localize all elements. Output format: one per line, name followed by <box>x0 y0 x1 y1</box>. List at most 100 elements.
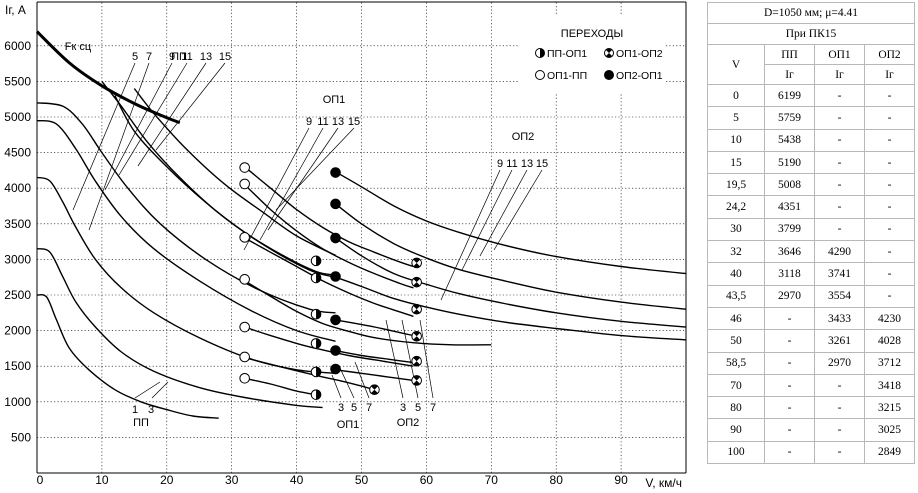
legend-marker-filled <box>604 70 614 80</box>
marker-circle <box>239 274 250 285</box>
marker-open <box>239 373 250 384</box>
label-leader <box>151 381 169 399</box>
marker-circle <box>239 351 250 363</box>
marker-circle <box>239 162 250 173</box>
table-row: 40 3118 3741- <box>707 262 915 286</box>
marker-bowtie-fill <box>413 304 421 314</box>
legend-item: ПП-ОП1 <box>535 48 587 60</box>
table-row: 10 5438- - <box>707 128 915 152</box>
marker-circle <box>330 363 341 375</box>
marker-circle <box>330 271 341 282</box>
curve-number-label: 9 <box>306 116 312 128</box>
legend-item: ОП2-ОП1 <box>604 70 663 82</box>
table-cell: - <box>864 150 915 175</box>
table-cell: - <box>814 373 865 398</box>
table-cell: 3741 <box>814 262 865 286</box>
table-subtitle: При ПК15 <box>707 23 915 45</box>
marker-open <box>239 274 250 285</box>
curve-оп2-13 <box>335 203 687 310</box>
curve-number-label: 11 <box>317 116 328 128</box>
table-cell: - <box>814 217 865 242</box>
table-cell: 100 <box>707 440 765 465</box>
marker-bowtie <box>411 355 422 367</box>
curve-group-label: ПП <box>133 417 149 429</box>
table-row: 32 3646 4290- <box>707 240 915 264</box>
table-cell: 0 <box>707 83 765 108</box>
curve-number-label: 5 <box>351 402 357 414</box>
col-unit-op2: Iг <box>864 64 915 85</box>
curve-group-label: ОП2 <box>397 417 420 429</box>
curve-number-label: 3 <box>338 402 344 414</box>
table-body: 0 6199- -5 5759- -10 5438- -15 5190- -19,5 5008- -… <box>707 83 915 465</box>
table-cell: - <box>814 128 865 152</box>
curve-number-label: 11 <box>506 158 517 170</box>
marker-half-fill <box>316 256 321 266</box>
table-cell: 80 <box>707 396 765 420</box>
marker-half-fill <box>316 309 321 320</box>
table-row: 50-3261 4028 <box>707 329 915 353</box>
table-cell: 3261 <box>814 329 865 353</box>
data-table: D=1050 мм; μ=4.41 При ПК15 V ПП ОП1 ОП2 … <box>707 2 915 465</box>
marker-half <box>310 272 322 284</box>
label-leader <box>275 127 355 211</box>
curve-number-label: 9 <box>497 158 503 170</box>
x-tick-label: 80 <box>550 473 564 487</box>
table-cell: - <box>814 418 865 442</box>
table-row: 70- -3418 <box>707 373 915 398</box>
table-row: 5 5759- - <box>707 106 915 130</box>
curve-оп2-7 <box>335 319 414 337</box>
table-cell: - <box>814 440 865 465</box>
legend-label: ПП-ОП1 <box>547 48 587 60</box>
table-cell: 4028 <box>864 329 915 353</box>
legend-marker-bowtie-fill <box>605 48 613 58</box>
curve-оп2-5 <box>335 349 414 364</box>
marker-bowtie-fill <box>413 331 421 342</box>
table-cell: - <box>764 329 815 353</box>
y-tick-label: 5500 <box>4 74 31 88</box>
table-cell: - <box>864 106 915 130</box>
x-tick-label: 50 <box>355 473 369 487</box>
label-leader-lines <box>72 62 543 399</box>
marker-open <box>239 162 250 173</box>
table-cell: - <box>864 284 915 308</box>
curve-group-label: ПП <box>171 51 187 63</box>
table-cell: - <box>864 128 915 152</box>
label-leader <box>461 169 513 271</box>
y-tick-label: 3500 <box>4 217 31 231</box>
label-leader <box>479 169 528 257</box>
table-cell: - <box>764 440 815 465</box>
marker-circle <box>239 321 250 333</box>
curve-оп1-13 <box>244 184 414 289</box>
table-cell: - <box>814 195 865 219</box>
curve-number-label: 9 <box>169 51 175 63</box>
table-cell: 4351 <box>764 195 815 219</box>
table-cell: - <box>864 195 915 219</box>
table-row: 19,5 5008- - <box>707 173 915 197</box>
label-leader <box>118 62 188 176</box>
chart-axes: 5001000150020002500300035004000450050005… <box>4 1 687 490</box>
table-row: 80- -3215 <box>707 396 915 420</box>
label-leader <box>72 62 136 211</box>
marker-filled <box>330 167 341 178</box>
table-cell: 40 <box>707 262 765 286</box>
curve-number-label: 15 <box>219 51 231 63</box>
label-leader <box>155 62 226 151</box>
table-row: 46-3433 4230 <box>707 306 915 331</box>
table-cell: - <box>764 396 815 420</box>
marker-open <box>239 321 250 333</box>
curve-number-label: 7 <box>430 402 436 414</box>
legend-label: ОП2-ОП1 <box>616 70 663 82</box>
marker-bowtie <box>411 375 422 386</box>
marker-circle <box>239 232 250 243</box>
chart-curves <box>35 30 687 419</box>
legend-label: ОП1-ОП2 <box>616 48 663 60</box>
table-cell: - <box>814 396 865 420</box>
marker-filled <box>330 345 341 356</box>
y-tick-label: 500 <box>11 430 31 444</box>
table-row: 30 3799- - <box>707 217 915 242</box>
label-leader <box>88 62 150 231</box>
marker-half-fill <box>316 389 321 400</box>
table-row: 90- -3025 <box>707 418 915 442</box>
table-cell: - <box>814 83 865 108</box>
